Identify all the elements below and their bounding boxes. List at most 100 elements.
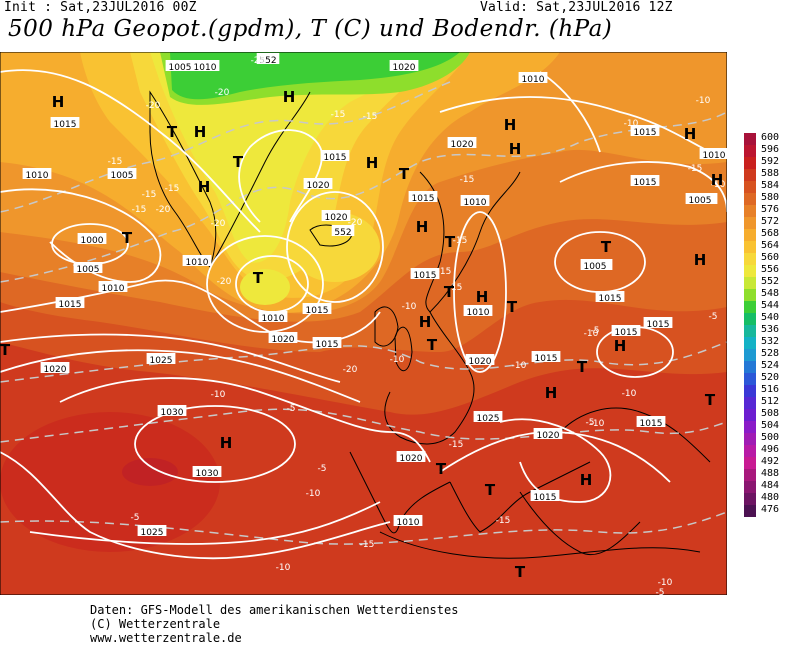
legend-value: 540 (761, 312, 780, 323)
low-pressure-marker: T (577, 358, 588, 376)
pressure-label: 1010 (26, 171, 49, 181)
legend-value: 584 (761, 180, 780, 191)
legend-value: 576 (761, 204, 780, 215)
pressure-label-bg (40, 362, 70, 373)
legend-value: 560 (761, 252, 780, 263)
legend-value: 504 (761, 420, 780, 431)
pressure-label-bg (460, 195, 490, 206)
legend-row: 596 (737, 144, 787, 157)
legend-value: 568 (761, 228, 780, 239)
low-center-greenland (240, 269, 290, 305)
pressure-label-bg (447, 137, 477, 148)
pressure-label: 1015 (316, 340, 339, 350)
low-pressure-marker: T (436, 460, 447, 478)
legend-row: 584 (737, 180, 787, 193)
fill-544 (170, 52, 460, 100)
pressure-label-bg (465, 354, 495, 365)
pressure-label: 1005 (689, 196, 712, 206)
legend-row: 528 (737, 348, 787, 361)
pressure-label: 1010 (194, 63, 217, 73)
legend-row: 476 (737, 504, 787, 517)
low-pressure-marker: T (122, 229, 133, 247)
high-pressure-marker: H (684, 125, 697, 143)
pressure-label: 1030 (161, 408, 184, 418)
pressure-label-bg (137, 525, 167, 536)
high-pressure-marker: H (366, 154, 379, 172)
high-pressure-marker: H (711, 171, 724, 189)
legend-swatch (744, 253, 756, 265)
legend-value: 484 (761, 480, 780, 491)
pressure-label: 1010 (262, 314, 285, 324)
low-pressure-marker: T (507, 298, 518, 316)
temperature-label: -20 (215, 88, 230, 98)
low-pressure-marker: T (399, 165, 410, 183)
high-pressure-marker: H (476, 288, 489, 306)
legend-row: 516 (737, 384, 787, 397)
temperature-label: -15 (142, 190, 157, 200)
pressure-label: 1020 (44, 365, 67, 375)
legend-swatch (744, 385, 756, 397)
legend-value: 496 (761, 444, 780, 455)
pressure-label: 1010 (397, 518, 420, 528)
map-title: 500 hPa Geopot.(gpdm), T (C) und Bodendr… (8, 16, 613, 42)
pressure-label-bg (473, 411, 503, 422)
legend-value: 512 (761, 396, 780, 407)
temperature-label: -20 (146, 101, 161, 111)
legend-value: 524 (761, 360, 780, 371)
legend-swatch (744, 361, 756, 373)
pressure-label-bg (643, 317, 673, 328)
legend-row: 508 (737, 408, 787, 421)
pressure-label: 1020 (537, 431, 560, 441)
legend-row: 568 (737, 228, 787, 241)
footer-credits: Daten: GFS-Modell des amerikanischen Wet… (90, 603, 458, 645)
legend-value: 500 (761, 432, 780, 443)
pressure-label-bg (580, 259, 610, 270)
legend-row: 480 (737, 492, 787, 505)
pressure-label: 1015 (634, 128, 657, 138)
temperature-label: -15 (688, 164, 703, 174)
low-center-iceland (290, 212, 380, 282)
legend-value: 556 (761, 264, 780, 275)
temperature-label: -15 (360, 540, 375, 550)
pressure-label-bg (331, 225, 355, 236)
legend-value: 544 (761, 300, 780, 311)
pressure-label-bg (630, 125, 660, 136)
temperature-label: -20 (348, 218, 363, 228)
pressure-label: 1015 (535, 354, 558, 364)
pressure-label-bg (393, 515, 423, 526)
pressure-label: 1010 (464, 198, 487, 208)
legend-value: 520 (761, 372, 780, 383)
legend-row: 600 (737, 132, 787, 145)
legend-row: 496 (737, 444, 787, 457)
legend-value: 476 (761, 504, 780, 515)
pressure-label: 1015 (412, 194, 435, 204)
low-pressure-marker: T (445, 233, 456, 251)
pressure-label: 1015 (59, 300, 82, 310)
valid-time: Valid: Sat,23JUL2016 12Z (480, 0, 673, 15)
temperature-label: -15 (449, 440, 464, 450)
legend-value: 532 (761, 336, 780, 347)
temperature-label: -10 (306, 489, 321, 499)
temperature-label: -15 (453, 236, 468, 246)
legend-value: 600 (761, 132, 780, 143)
legend-swatch (744, 217, 756, 229)
temperature-label: -15 (165, 184, 180, 194)
pressure-label-bg (530, 490, 560, 501)
pressure-label: 1025 (150, 356, 173, 366)
legend-row: 580 (737, 192, 787, 205)
temperature-label: -10 (402, 302, 417, 312)
pressure-label-bg (531, 351, 561, 362)
pressure-label: 1025 (141, 528, 164, 538)
pressure-label-bg (50, 117, 80, 128)
pressure-label-bg (636, 416, 666, 427)
temperature-label: -5 (287, 404, 296, 414)
legend-swatch (744, 229, 756, 241)
low-pressure-marker: T (233, 153, 244, 171)
legend-row: 512 (737, 396, 787, 409)
legend-row: 544 (737, 300, 787, 313)
pressure-label: 1020 (325, 213, 348, 223)
pressure-label: 1005 (169, 63, 192, 73)
temperature-label: -5 (709, 312, 718, 322)
legend-swatch (744, 313, 756, 325)
legend-swatch (744, 397, 756, 409)
